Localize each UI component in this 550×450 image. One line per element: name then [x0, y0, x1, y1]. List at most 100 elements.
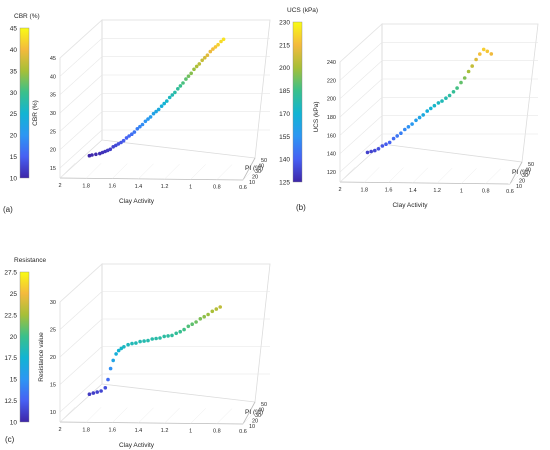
y-tick-label: 10 [249, 424, 255, 430]
data-point [94, 152, 98, 157]
data-point [170, 333, 174, 338]
data-point [414, 118, 418, 123]
data-point [376, 147, 381, 151]
data-point [186, 324, 191, 329]
data-point [216, 42, 220, 47]
colorbar-tick-label: 27.5 [4, 270, 17, 277]
data-point [194, 320, 198, 324]
x-gridline [412, 167, 429, 184]
data-point [200, 58, 204, 63]
y-axis-line [242, 401, 256, 425]
y-tick-label: 40 [258, 408, 264, 414]
data-point [436, 101, 441, 105]
data-point [119, 140, 123, 145]
data-point [178, 329, 182, 334]
data-point [387, 140, 392, 145]
colorbar-tick-label: 140 [279, 157, 290, 164]
x-tick-label: 0.6 [506, 189, 514, 195]
data-point [466, 69, 471, 74]
y-tick-label: 30 [255, 413, 261, 419]
data-point [154, 109, 158, 114]
x-tick-label: 0.8 [213, 185, 221, 191]
data-point [190, 322, 194, 327]
z-axis-title: CBR (%) [32, 100, 39, 126]
data-point [417, 115, 422, 120]
data-point [369, 149, 374, 154]
data-point [146, 338, 150, 343]
data-point [134, 341, 138, 345]
z-tick-label: 160 [327, 133, 336, 139]
x-gridline [112, 407, 128, 423]
y-tick-label: 20 [252, 419, 258, 425]
data-point [114, 352, 118, 356]
z-tick-label: 220 [327, 78, 336, 84]
data-point [211, 47, 215, 51]
x-tick-label: 1.6 [108, 184, 116, 190]
data-point [197, 62, 202, 66]
data-point [403, 127, 407, 132]
data-point [119, 346, 124, 351]
data-point [365, 150, 370, 155]
data-point [391, 136, 396, 141]
data-point [462, 76, 467, 80]
data-point [146, 117, 150, 121]
data-point [174, 331, 178, 336]
z-tick-label: 25 [50, 328, 56, 334]
z-tick-label: 140 [327, 152, 336, 158]
colorbar-title: Resistance [14, 257, 47, 264]
data-point [208, 49, 213, 54]
z-tick-label: 180 [327, 115, 336, 121]
y-tick-label: 30 [255, 169, 261, 175]
z-gridline [59, 56, 103, 95]
colorbar-tick-label: 20 [10, 334, 18, 341]
x-tick-label: 1.6 [385, 188, 393, 194]
data-point [489, 52, 494, 56]
z-gridline [59, 19, 103, 59]
data-point [459, 80, 463, 85]
x-tick-label: 1.6 [108, 428, 116, 434]
x-gridline [59, 406, 76, 423]
colorbar-tick-label: 25 [10, 111, 18, 118]
y-tick-label: 50 [261, 158, 267, 164]
z-axis-title: Resistance value [38, 332, 45, 382]
x-tick-label: 0.6 [239, 185, 247, 191]
colorbar-tick-label: 230 [279, 20, 290, 27]
colorbar-tick-label: 12.5 [4, 398, 17, 405]
z-gridline [339, 133, 383, 173]
colorbar-tick-label: 25 [10, 291, 18, 298]
data-point [194, 64, 199, 69]
data-point [478, 52, 482, 56]
data-point [148, 115, 153, 119]
z-tick-label: 30 [50, 300, 56, 306]
data-point [122, 345, 126, 349]
z-gridline [59, 263, 103, 303]
data-point [395, 134, 400, 138]
x-axis-line [59, 177, 244, 181]
data-point [474, 57, 478, 62]
y-tick-label: 40 [258, 164, 264, 170]
x-gridline [85, 163, 102, 179]
z-tick-label: 40 [50, 74, 56, 80]
z-gridline [339, 97, 383, 136]
z-gridline [339, 60, 383, 99]
x-gridline [485, 168, 501, 184]
data-point [219, 39, 223, 44]
data-point [111, 358, 115, 363]
data-point [138, 124, 142, 129]
z-tick-label: 10 [50, 410, 56, 416]
x-gridline [216, 408, 233, 424]
z-gridline [59, 74, 103, 114]
data-point [410, 122, 414, 126]
z-tick-label: 200 [327, 97, 336, 103]
data-point [159, 104, 164, 108]
data-point [154, 336, 158, 341]
y-axis-title: PI (%) [245, 409, 263, 416]
data-point [167, 95, 172, 100]
colorbar-tick-label: 22.5 [4, 312, 17, 319]
x-tick-label: 0.6 [239, 429, 247, 435]
x-axis-title: Clay Activity [119, 442, 155, 449]
x-gridline [461, 168, 477, 184]
y-tick-label: 30 [522, 173, 528, 179]
x-gridline [85, 407, 102, 423]
data-point [214, 307, 219, 311]
